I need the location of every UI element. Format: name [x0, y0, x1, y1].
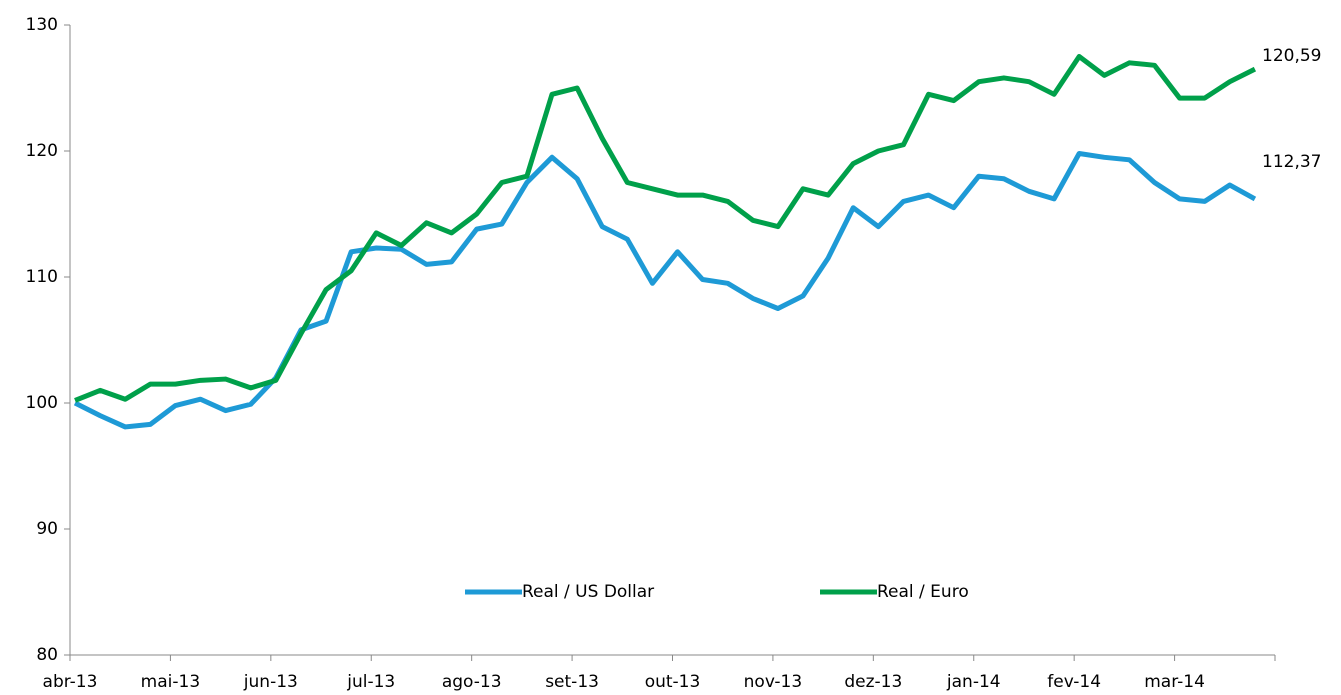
x-tick-label: jun-13 — [243, 672, 298, 692]
y-tick-label: 90 — [36, 519, 58, 539]
y-tick-label: 80 — [36, 645, 58, 665]
annotation: 112,37 — [1262, 152, 1321, 172]
x-tick-label: nov-13 — [744, 672, 803, 692]
legend-label: Real / Euro — [877, 582, 969, 602]
y-tick-label: 100 — [26, 393, 58, 413]
y-tick-label: 130 — [26, 15, 58, 35]
x-tick-label: mar-14 — [1144, 672, 1205, 692]
x-tick-label: fev-14 — [1047, 672, 1101, 692]
series-line — [74, 54, 1257, 403]
annotation: 120,59 — [1262, 46, 1321, 66]
x-tick-label: jul-13 — [346, 672, 395, 692]
x-tick-label: out-13 — [645, 672, 701, 692]
x-tick-label: jan-14 — [946, 672, 1001, 692]
y-tick-label: 110 — [26, 267, 58, 287]
x-tick-label: mai-13 — [141, 672, 200, 692]
x-tick-label: abr-13 — [43, 672, 98, 692]
y-tick-label: 120 — [26, 141, 58, 161]
x-tick-label: dez-13 — [844, 672, 902, 692]
legend-label: Real / US Dollar — [522, 582, 654, 602]
x-tick-label: set-13 — [545, 672, 599, 692]
x-tick-label: ago-13 — [442, 672, 502, 692]
